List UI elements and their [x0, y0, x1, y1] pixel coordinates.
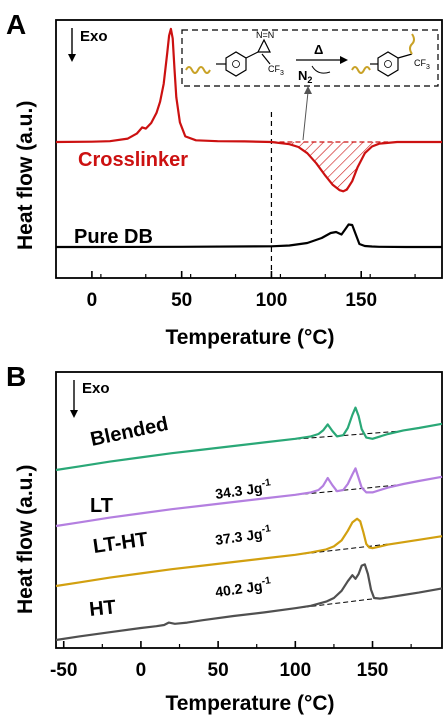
bond-left-2	[245, 51, 259, 59]
panel-b-x-tick-label: 150	[357, 660, 389, 681]
panel-b: B -50 0 50 100 150 Exo Blended LT LT-HT HT 3…	[6, 361, 443, 715]
panel-a-x-tick-label: 0	[87, 290, 98, 311]
inset-pointer-head	[304, 86, 312, 94]
n2-sub: 2	[307, 75, 312, 85]
panel-a-letter: A	[6, 9, 26, 40]
inset-pointer-line	[302, 91, 309, 141]
panel-a-series	[55, 27, 442, 249]
benzene-inner-left-icon	[232, 60, 240, 68]
delta-label: Δ	[314, 42, 323, 57]
enthalpy-lt-ht-sup: -1	[261, 523, 272, 535]
cf3-left-text: CF	[268, 64, 280, 74]
bond-right-2	[397, 53, 413, 59]
diazirine-label: N=N	[256, 30, 274, 40]
panel-a-x-tick-labels: 0 50 100 150	[87, 290, 377, 311]
label-pure-db: Pure DB	[74, 226, 153, 248]
reaction-inset: N=N CF3 Δ N2 CF3	[181, 29, 439, 141]
panel-b-y-axis-title: Heat flow (a.u.)	[14, 465, 37, 614]
panel-b-x-tick-label: -50	[50, 660, 77, 681]
enthalpy-lt-value: 34.3 Jg	[214, 480, 263, 502]
cf3-right-label: CF3	[414, 58, 430, 71]
panel-b-x-ticks	[62, 641, 412, 648]
enthalpy-label-ht: 40.2 Jg-1	[214, 575, 273, 600]
series-line-crosslinker	[55, 27, 442, 193]
cf3-right-sub: 3	[426, 64, 430, 71]
cf3-left-label: CF3	[268, 64, 284, 77]
diazirine-ring-icon	[257, 38, 271, 53]
polymer-chain-right-icon	[351, 66, 371, 74]
label-crosslinker: Crosslinker	[78, 149, 188, 171]
panel-a-y-axis-title: Heat flow (a.u.)	[14, 101, 37, 250]
label-ht: HT	[88, 596, 117, 621]
panel-a-x-ticks	[55, 271, 416, 278]
enthalpy-label-lt: 34.3 Jg-1	[214, 477, 273, 502]
series-line-pure-db	[56, 223, 442, 249]
exo-arrowhead-a	[68, 54, 76, 62]
series-line-blended	[55, 406, 443, 472]
polymer-chain-left-icon	[185, 66, 211, 74]
label-lt: LT	[90, 495, 113, 517]
panel-b-frame	[55, 371, 443, 649]
crosslink-chain-icon	[409, 33, 415, 55]
crosslinker-shaded-area	[271, 142, 389, 192]
panel-a-x-tick-label: 150	[345, 290, 377, 311]
panel-b-letter: B	[6, 361, 26, 392]
benzene-ring-right-icon	[377, 51, 399, 77]
enthalpy-lt-ht-value: 37.3 Jg	[214, 526, 263, 548]
series-line-ht	[55, 563, 443, 642]
series-line-lt-ht	[55, 517, 443, 588]
enthalpy-label-lt-ht: 37.3 Jg-1	[214, 523, 273, 548]
n2-text: N	[298, 68, 307, 83]
enthalpy-ht-value: 40.2 Jg	[214, 578, 263, 600]
panel-b-baselines	[287, 430, 401, 610]
panel-a-x-axis-title: Temperature (°C)	[165, 326, 334, 349]
panel-b-series	[55, 406, 443, 642]
inset-frame	[181, 29, 439, 87]
panel-a: A 0 50 100 150 Exo Crosslinker Pure DB N=N …	[6, 9, 443, 349]
panel-b-x-axis-title: Temperature (°C)	[165, 692, 334, 715]
reaction-arrowhead	[340, 56, 348, 64]
benzene-inner-right-icon	[384, 60, 392, 68]
label-blended: Blended	[88, 413, 170, 451]
benzene-ring-left-icon	[225, 51, 247, 77]
cf3-left-sub: 3	[280, 70, 284, 77]
exo-label-a: Exo	[80, 28, 108, 45]
label-lt-ht: LT-HT	[92, 528, 150, 557]
panel-a-frame	[55, 19, 443, 279]
n2-label: N2	[298, 68, 312, 85]
panel-b-x-tick-labels: -50 0 50 100 150	[50, 660, 388, 681]
enthalpy-lt-sup: -1	[261, 477, 272, 489]
exo-label-b: Exo	[82, 380, 110, 397]
series-line-lt	[55, 467, 443, 528]
cf3-right-text: CF	[414, 58, 426, 68]
n2-release-arrow-icon	[311, 65, 331, 74]
panel-b-x-tick-label: 50	[208, 660, 229, 681]
enthalpy-ht-sup: -1	[261, 575, 272, 587]
panel-a-x-tick-label: 50	[171, 290, 192, 311]
bond-cf3-left	[261, 53, 271, 65]
panel-b-x-tick-label: 100	[279, 660, 311, 681]
panel-a-x-tick-label: 100	[256, 290, 288, 311]
panel-b-x-tick-label: 0	[136, 660, 147, 681]
exo-arrowhead-b	[70, 410, 78, 418]
